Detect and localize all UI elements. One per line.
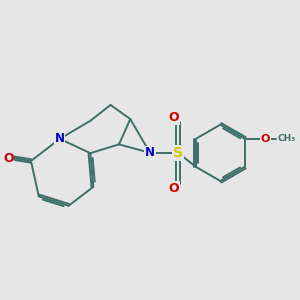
Text: O: O: [3, 152, 14, 165]
Text: O: O: [261, 134, 270, 144]
Text: N: N: [55, 132, 65, 146]
Text: S: S: [173, 146, 183, 160]
Text: N: N: [145, 146, 155, 159]
Text: O: O: [169, 182, 179, 194]
Text: CH₃: CH₃: [277, 134, 295, 143]
Text: O: O: [169, 111, 179, 124]
